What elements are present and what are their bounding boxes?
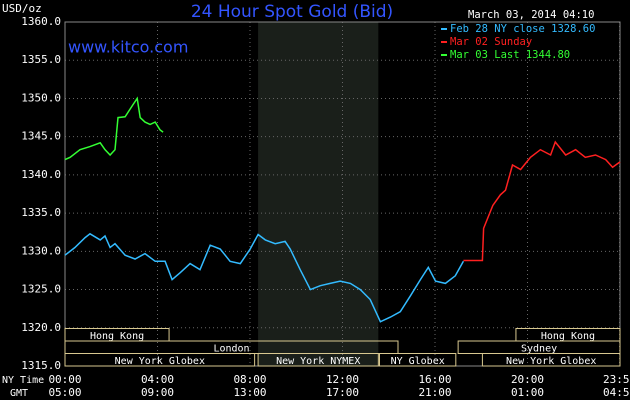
x2-tick-label: 01:00 — [511, 386, 544, 399]
x-tick-label: 16:00 — [418, 373, 451, 386]
price-line — [64, 96, 164, 161]
session-label: London — [213, 343, 249, 354]
x-tick-label: 08:00 — [233, 373, 266, 386]
legend-label: Mar 03 Last 1344.80 — [450, 49, 570, 61]
legend-label: Feb 28 NY close 1328.60 — [450, 23, 595, 35]
session-label: Sydney — [521, 343, 557, 354]
x2-tick-label: 05:00 — [48, 386, 81, 399]
legend-label: Mar 02 Sunday — [450, 36, 532, 48]
y-tick-label: 1345.0 — [21, 130, 61, 143]
session-bar — [64, 353, 256, 367]
y-tick-label: 1350.0 — [21, 91, 61, 104]
chart-title: 24 Hour Spot Gold (Bid) — [191, 2, 393, 22]
x2-tick-label: 04:59 — [603, 386, 630, 399]
x-row-label: GMT — [10, 388, 28, 399]
x2-tick-label: 17:00 — [326, 386, 359, 399]
x-tick-label: 04:00 — [141, 373, 174, 386]
session-label: New York Globex — [115, 356, 205, 367]
y-tick-label: 1330.0 — [21, 244, 61, 257]
session-label: Hong Kong — [541, 331, 595, 342]
x-tick-label: 20:00 — [511, 373, 544, 386]
price-line — [463, 140, 621, 262]
y-tick-label: 1320.0 — [21, 321, 61, 334]
y-tick-label: 1360.0 — [21, 15, 61, 28]
session-bar — [257, 353, 379, 367]
x2-tick-label: 09:00 — [141, 386, 174, 399]
x2-tick-label: 13:00 — [233, 386, 266, 399]
y-tick-label: 1325.0 — [21, 283, 61, 296]
session-bar — [481, 353, 621, 367]
session-label: New York Globex — [506, 356, 596, 367]
session-shade — [258, 22, 379, 366]
session-label: NY Globex — [391, 356, 445, 367]
session-label: New York NYMEX — [276, 356, 360, 367]
price-line — [64, 232, 465, 323]
y-tick-label: 1355.0 — [21, 53, 61, 66]
session-bar — [379, 353, 457, 367]
x-row-label: NY Time — [2, 375, 44, 386]
session-label: Hong Kong — [90, 331, 144, 342]
timestamp: March 03, 2014 04:10 — [468, 9, 594, 21]
x2-tick-label: 21:00 — [418, 386, 451, 399]
y-tick-label: 1340.0 — [21, 168, 61, 181]
y-tick-label: 1315.0 — [21, 359, 61, 372]
x-tick-label: 23:59 — [603, 373, 630, 386]
x-tick-label: 00:00 — [48, 373, 81, 386]
watermark: www.kitco.com — [68, 38, 188, 57]
unit-label: USD/oz — [2, 2, 42, 15]
y-tick-label: 1335.0 — [21, 206, 61, 219]
x-tick-label: 12:00 — [326, 373, 359, 386]
